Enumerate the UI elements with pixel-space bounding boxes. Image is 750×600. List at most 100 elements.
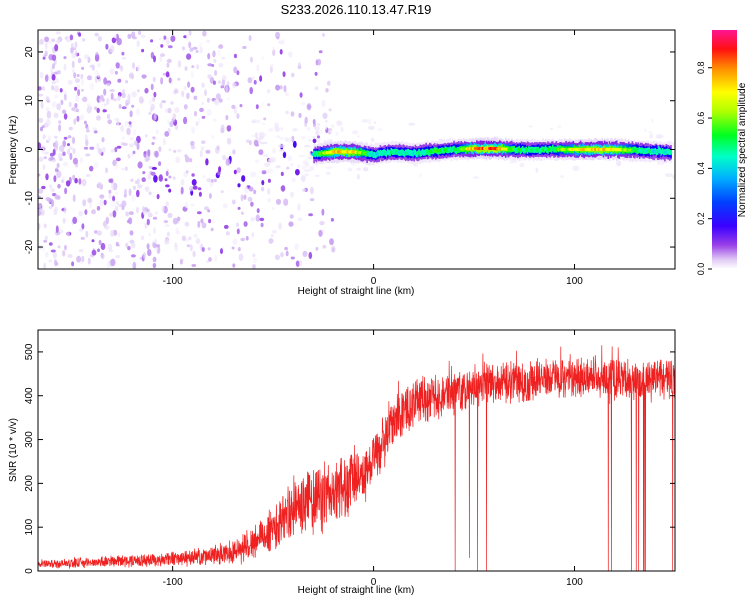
heatmap-cell (226, 125, 232, 132)
heatmap-cell (136, 206, 139, 214)
heatmap-cell (184, 201, 189, 209)
spectrogram-x-ticks: -100 0 100 (163, 30, 583, 287)
heatmap-cell (185, 156, 190, 163)
heatmap-cell (138, 30, 142, 36)
heatmap-cell (195, 121, 199, 126)
heatmap-cell (166, 168, 170, 172)
heatmap-cell (53, 209, 58, 216)
heatmap-cell (38, 173, 41, 177)
heatmap-cell (265, 168, 274, 174)
heatmap-cell (316, 123, 321, 126)
heatmap-cell (127, 93, 131, 101)
heatmap-cell (74, 49, 78, 58)
heatmap-cell (43, 223, 47, 229)
heatmap-cell (186, 53, 192, 60)
heatmap-cell (170, 35, 176, 42)
heatmap-cell (158, 146, 162, 153)
heatmap-cell (55, 39, 61, 45)
heatmap-cell (79, 228, 84, 232)
y-tick-label: -20 (24, 239, 35, 254)
heatmap-cell (261, 56, 265, 60)
heatmap-cell (267, 198, 271, 203)
heatmap-cell (193, 233, 198, 238)
heatmap-cell (291, 177, 296, 182)
heatmap-cell (125, 80, 129, 84)
heatmap-cell (128, 124, 133, 128)
heatmap-cell (45, 251, 49, 258)
heatmap-cell (252, 264, 256, 269)
heatmap-cell (56, 163, 60, 168)
heatmap-cell (215, 93, 221, 100)
heatmap-cell (348, 151, 350, 157)
heatmap-cell (196, 64, 200, 70)
heatmap-cell (49, 184, 53, 189)
heatmap-cell (239, 104, 243, 108)
y-tick-label: 200 (24, 475, 35, 492)
heatmap-cell (269, 65, 273, 74)
heatmap-cell (114, 191, 119, 195)
heatmap-cell (41, 185, 46, 190)
heatmap-cell (237, 206, 241, 210)
heatmap-cell (264, 162, 271, 167)
heatmap-cell (166, 58, 172, 63)
heatmap-cell (128, 121, 132, 125)
heatmap-cell (117, 78, 122, 83)
heatmap-cell (578, 144, 581, 151)
heatmap-cell (267, 178, 271, 183)
heatmap-cell (131, 91, 137, 98)
heatmap-cell (97, 62, 101, 68)
heatmap-cell (163, 220, 169, 224)
heatmap-cell (258, 149, 264, 156)
heatmap-cell (132, 185, 136, 190)
heatmap-cell (51, 85, 55, 91)
heatmap-cell (165, 170, 169, 177)
heatmap-cell (116, 201, 119, 206)
heatmap-cell (151, 142, 155, 145)
heatmap-cell (42, 134, 46, 140)
heatmap-cell (201, 222, 207, 229)
heatmap-cell (51, 54, 57, 61)
heatmap-cell (340, 126, 344, 132)
heatmap-cell (91, 249, 97, 256)
heatmap-cell (276, 36, 280, 40)
heatmap-cell (309, 165, 315, 171)
heatmap-cell (181, 235, 186, 242)
heatmap-cell (50, 249, 56, 253)
heatmap-cell (74, 41, 78, 48)
heatmap-cell (138, 96, 144, 104)
colorbar: 0.0 0.2 0.4 0.6 0.8 Normalized spectral ampl… (696, 30, 748, 275)
heatmap-cell (62, 109, 67, 114)
heatmap-cell (221, 79, 225, 87)
heatmap-cell (124, 122, 129, 127)
heatmap-cell (172, 113, 177, 121)
heatmap-cell (109, 212, 113, 217)
heatmap-cell (285, 110, 289, 115)
heatmap-cell (130, 242, 136, 249)
heatmap-cell (147, 149, 151, 157)
heatmap-cell (572, 165, 580, 172)
heatmap-cell (73, 106, 78, 113)
heatmap-cell (62, 140, 66, 148)
heatmap-cell (80, 236, 85, 240)
heatmap-cell (161, 205, 165, 213)
heatmap-cell (84, 209, 88, 215)
heatmap-cell (131, 104, 135, 108)
heatmap-cell (38, 223, 41, 230)
heatmap-cell (206, 39, 211, 43)
colorbar-tick-label: 0.0 (696, 263, 706, 276)
heatmap-cell (280, 127, 284, 131)
heatmap-cell (284, 137, 293, 143)
heatmap-cell (72, 137, 76, 145)
heatmap-cell (243, 221, 248, 227)
heatmap-cell (195, 238, 201, 245)
heatmap-cell (168, 188, 172, 193)
heatmap-cell (272, 229, 277, 234)
heatmap-cell (136, 178, 140, 185)
heatmap-cell (193, 95, 198, 101)
x-tick-label: 100 (566, 577, 583, 588)
x-tick-label: -100 (163, 276, 183, 287)
heatmap-cell (231, 199, 236, 205)
heatmap-cell (49, 157, 55, 160)
heatmap-cell (300, 175, 306, 183)
heatmap-cell (361, 119, 369, 123)
